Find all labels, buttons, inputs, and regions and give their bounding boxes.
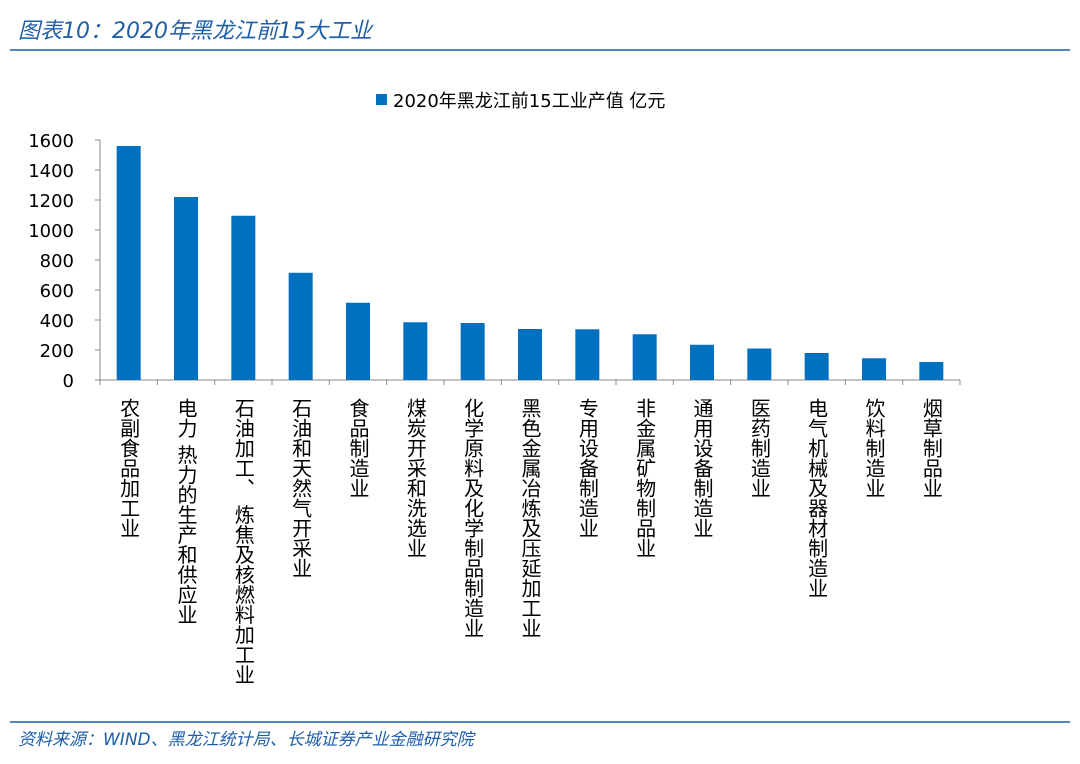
x-tick-label: 电气机械及器材制造业 bbox=[805, 398, 829, 598]
x-tick-label: 黑色金属冶炼及压延加工业 bbox=[518, 398, 542, 638]
x-tick-label: 医药制造业 bbox=[747, 398, 771, 498]
x-tick-label: 烟草制品业 bbox=[919, 398, 943, 498]
y-tick-label: 400 bbox=[40, 311, 74, 332]
x-tick-label: 煤炭开采和洗选业 bbox=[403, 398, 427, 558]
bar bbox=[747, 348, 772, 380]
bar bbox=[575, 329, 600, 380]
x-tick-label: 电力 热力的生产和供应业 bbox=[174, 398, 198, 625]
bar bbox=[632, 334, 657, 380]
y-tick-label: 0 bbox=[63, 371, 74, 392]
bar bbox=[116, 146, 141, 380]
bar bbox=[690, 344, 714, 380]
bar bbox=[518, 329, 542, 380]
bar bbox=[862, 358, 886, 380]
x-tick-label: 石油和天然气开采业 bbox=[289, 398, 313, 578]
y-tick-label: 1200 bbox=[28, 191, 74, 212]
y-tick-label: 600 bbox=[40, 281, 74, 302]
legend-label: 2020年黑龙江前15工业产值 亿元 bbox=[393, 91, 665, 112]
bar bbox=[804, 353, 829, 380]
x-tick-label: 农副食品加工业 bbox=[117, 398, 141, 538]
x-tick-label: 专用设备制造业 bbox=[575, 398, 599, 538]
bar bbox=[403, 322, 428, 380]
y-tick-label: 200 bbox=[40, 341, 74, 362]
bar bbox=[288, 272, 313, 380]
y-tick-label: 1400 bbox=[28, 161, 74, 182]
page-title: 图表10：2020年黑龙江前15大工业 bbox=[18, 19, 374, 44]
bar bbox=[231, 215, 256, 380]
bar bbox=[460, 323, 485, 380]
y-tick-label: 1600 bbox=[28, 131, 74, 152]
x-tick-label: 石油加工、 炼焦及核燃料加工业 bbox=[231, 398, 255, 684]
x-tick-label: 食品制造业 bbox=[346, 398, 370, 498]
bar bbox=[174, 197, 198, 380]
y-tick-label: 800 bbox=[40, 251, 74, 272]
bar bbox=[346, 302, 370, 380]
x-tick-label: 通用设备制造业 bbox=[690, 398, 714, 538]
y-tick-label: 1000 bbox=[28, 221, 74, 242]
x-tick-label: 非金属矿物制品业 bbox=[633, 398, 657, 558]
bar bbox=[919, 362, 944, 380]
legend-swatch bbox=[376, 94, 387, 105]
x-tick-label: 饮料制造业 bbox=[862, 398, 886, 498]
source-note: 资料来源：WIND、黑龙江统计局、长城证券产业金融研究院 bbox=[18, 730, 477, 750]
x-tick-label: 化学原料及化学制品制造业 bbox=[461, 398, 485, 638]
